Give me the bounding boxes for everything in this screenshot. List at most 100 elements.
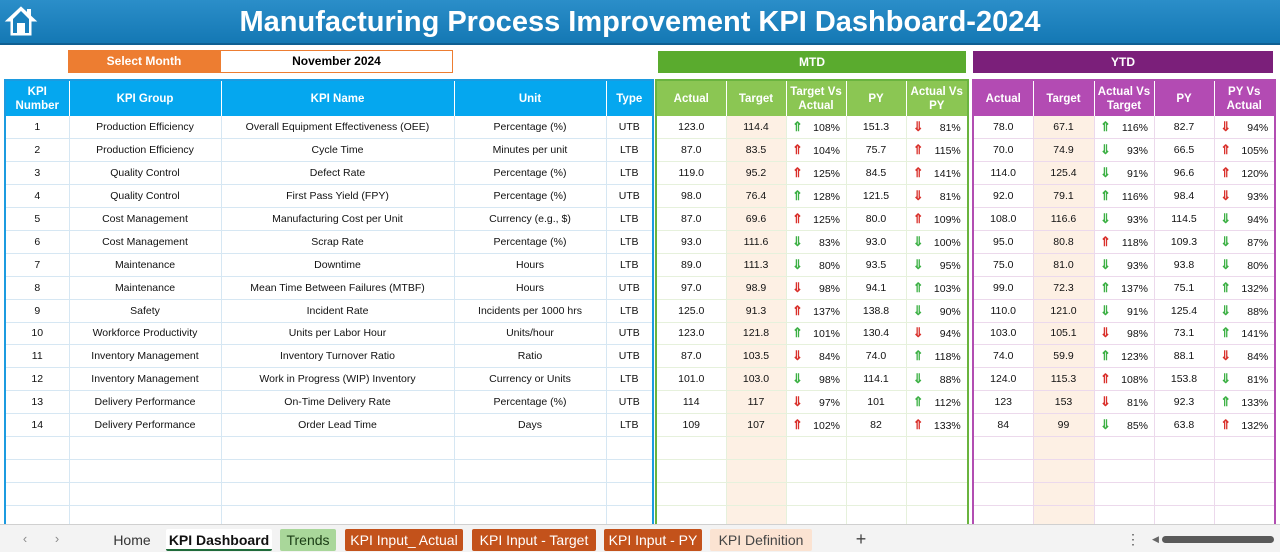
empty-cell: [69, 482, 222, 506]
ytd-actual-vs-target-cell-value: 98%: [1126, 328, 1148, 341]
ytd-header-actual-vs-target: Actual Vs Target: [1094, 80, 1155, 116]
kpi-unit-cell: Percentage (%): [454, 390, 607, 415]
ytd-target-cell: 105.1: [1033, 322, 1095, 346]
kpi-number-cell: 14: [5, 413, 70, 437]
empty-cell: [606, 482, 654, 506]
kpi-number-cell: 6: [5, 230, 70, 254]
scrollbar-thumb[interactable]: [1162, 536, 1274, 543]
kpi-type-cell: UTB: [606, 322, 654, 346]
sheet-tab-trends[interactable]: Trends: [280, 529, 336, 551]
sheet-tab-kpi-dashboard[interactable]: KPI Dashboard: [166, 529, 272, 551]
kpi-name-cell: Scrap Rate: [221, 230, 455, 254]
empty-cell: [906, 482, 969, 506]
arrow-up-icon: ⇑: [1220, 279, 1232, 295]
chevron-left-icon[interactable]: ‹: [22, 531, 28, 546]
sheet-tab-home[interactable]: Home: [113, 532, 151, 548]
kpi-number-cell: 13: [5, 390, 70, 415]
table-row: 97.0 98.9 ⇓ 98% 94.1 ⇑ 103%: [656, 276, 969, 300]
table-row: 108.0 116.6 ⇓ 93% 114.5 ⇓ 94%: [973, 207, 1276, 231]
sheet-tab-kpi-definition[interactable]: KPI Definition: [710, 529, 812, 551]
empty-cell: [5, 436, 70, 460]
ytd-actual-cell: 74.0: [973, 344, 1034, 369]
mtd-target-vs-actual-cell: ⇑ 125%: [786, 161, 847, 186]
mtd-actual-vs-py-cell-value: 95%: [939, 259, 961, 272]
ytd-actual-vs-target-cell: ⇓ 91%: [1094, 161, 1155, 186]
arrow-down-icon: ⇓: [912, 371, 924, 387]
sheet-tab-kpi-input-py[interactable]: KPI Input - PY: [604, 529, 702, 551]
mtd-actual-cell: 109: [656, 413, 727, 437]
sheet-tab-kpi-input-target[interactable]: KPI Input - Target: [472, 529, 596, 551]
ytd-actual-vs-target-cell-value: 85%: [1126, 420, 1148, 433]
arrow-up-icon: ⇑: [912, 417, 924, 433]
ytd-py-vs-actual-cell-value: 84%: [1247, 351, 1269, 364]
mtd-target-vs-actual-cell-value: 97%: [818, 397, 840, 410]
arrow-up-icon: ⇑: [792, 417, 803, 433]
kpi-name-cell: Order Lead Time: [221, 413, 455, 437]
horizontal-scrollbar[interactable]: ◀: [1152, 534, 1278, 545]
kpi-unit-cell: Percentage (%): [454, 230, 607, 254]
mtd-target-cell: 121.8: [726, 322, 787, 346]
kpi-type-cell: UTB: [606, 184, 654, 209]
ytd-target-cell: 116.6: [1033, 207, 1095, 231]
home-icon[interactable]: [4, 4, 38, 38]
mtd-target-vs-actual-cell-value: 83%: [818, 236, 840, 249]
kpi-type-cell: UTB: [606, 344, 654, 369]
arrow-down-icon: ⇓: [912, 256, 924, 272]
ytd-py-vs-actual-cell: ⇓ 84%: [1214, 344, 1276, 369]
arrow-up-icon: ⇑: [1220, 165, 1232, 181]
arrow-down-icon: ⇓: [1220, 188, 1232, 204]
arrow-down-icon: ⇓: [792, 279, 803, 295]
arrow-up-icon: ⇑: [792, 188, 803, 204]
ytd-actual-cell: 70.0: [973, 138, 1034, 163]
table-row: 95.0 80.8 ⇑ 118% 109.3 ⇓ 87%: [973, 230, 1276, 254]
mtd-target-cell: 83.5: [726, 138, 787, 163]
more-vertical-icon[interactable]: ⋮: [1126, 531, 1140, 547]
kpi-unit-cell: Ratio: [454, 344, 607, 369]
arrow-up-icon: ⇑: [912, 142, 924, 158]
table-row: 11 Inventory Management Inventory Turnover…: [5, 344, 654, 369]
kpi-name-cell: Cycle Time: [221, 138, 455, 163]
ytd-py-cell: 75.1: [1154, 276, 1215, 300]
empty-cell: [973, 482, 1034, 506]
mtd-actual-vs-py-cell-value: 141%: [933, 168, 961, 181]
arrow-down-icon: ⇓: [912, 302, 924, 318]
mtd-target-cell: 69.6: [726, 207, 787, 231]
mtd-target-vs-actual-cell: ⇑ 137%: [786, 299, 847, 323]
mtd-target-vs-actual-cell-value: 101%: [813, 328, 840, 341]
ytd-py-vs-actual-cell: ⇑ 133%: [1214, 390, 1276, 415]
arrow-down-icon: ⇓: [1100, 325, 1111, 341]
page-title: Manufacturing Process Improvement KPI Da…: [239, 6, 1041, 38]
table-row: 114 117 ⇓ 97% 101 ⇑ 112%: [656, 390, 969, 415]
mtd-actual-cell: 123.0: [656, 116, 727, 140]
ytd-actual-vs-target-cell-value: 116%: [1121, 191, 1148, 204]
ytd-actual-vs-target-cell: ⇓ 81%: [1094, 390, 1155, 415]
arrow-up-icon: ⇑: [792, 142, 803, 158]
mtd-target-vs-actual-cell: ⇑ 108%: [786, 116, 847, 140]
scroll-left-icon[interactable]: ◀: [1152, 534, 1159, 544]
empty-cell: [1214, 459, 1276, 483]
plus-icon[interactable]: +: [855, 529, 867, 549]
sheet-tab-kpi-input-actual[interactable]: KPI Input_ Actual: [345, 529, 463, 551]
ytd-py-cell: 96.6: [1154, 161, 1215, 186]
arrow-up-icon: ⇑: [792, 302, 803, 318]
table-row: 92.0 79.1 ⇑ 116% 98.4 ⇓ 93%: [973, 184, 1276, 209]
empty-row: [5, 436, 654, 460]
mtd-actual-vs-py-cell: ⇓ 90%: [906, 299, 969, 323]
kpi-unit-cell: Minutes per unit: [454, 138, 607, 163]
kpi-type-cell: LTB: [606, 161, 654, 186]
ytd-py-vs-actual-cell: ⇓ 87%: [1214, 230, 1276, 254]
empty-cell: [454, 482, 607, 506]
month-select[interactable]: November 2024: [220, 50, 453, 73]
arrow-down-icon: ⇓: [1220, 256, 1232, 272]
table-row: 125.0 91.3 ⇑ 137% 138.8 ⇓ 90%: [656, 299, 969, 323]
kpi-type-cell: UTB: [606, 276, 654, 300]
mtd-py-cell: 101: [846, 390, 907, 415]
mtd-header-actual-vs-py: Actual Vs PY: [906, 80, 969, 116]
ytd-actual-cell: 95.0: [973, 230, 1034, 254]
kpi-header-kpi-group: KPI Group: [69, 80, 222, 116]
arrow-up-icon: ⇑: [792, 119, 803, 135]
chevron-right-icon[interactable]: ›: [54, 531, 60, 546]
ytd-actual-cell: 114.0: [973, 161, 1034, 186]
empty-cell: [606, 436, 654, 460]
ytd-banner: YTD: [973, 51, 1273, 73]
